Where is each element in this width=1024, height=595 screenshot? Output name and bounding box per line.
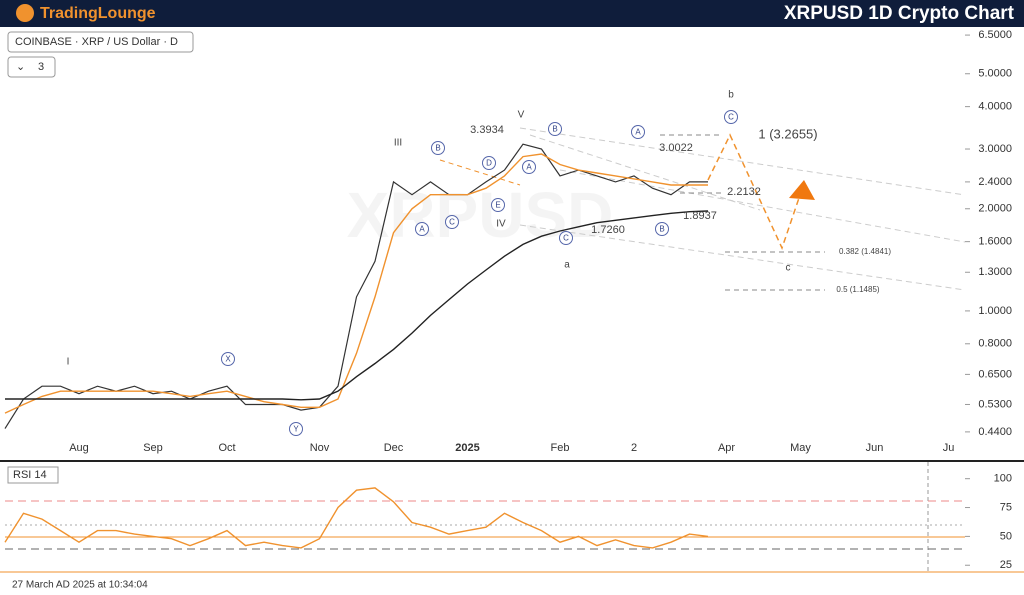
wave-annotation: b (728, 90, 734, 101)
symbol-box[interactable] (7, 31, 194, 53)
wave-annotation: I (67, 357, 70, 368)
x-tick-label: Aug (69, 442, 89, 454)
circled-label: C (563, 234, 569, 243)
y-tick-label: 100 (994, 473, 1012, 485)
y-tick-label: 75 (1000, 501, 1012, 513)
series-line (4, 487, 709, 549)
rsi-guides (5, 500, 965, 550)
x-tick-label: Sep (143, 442, 163, 454)
y-tick-label: 3.0000 (978, 143, 1012, 155)
wave-circle (431, 141, 445, 155)
wave-circle (655, 222, 669, 236)
circled-label: D (486, 159, 492, 168)
circled-label: B (552, 125, 557, 134)
rsi-legend: RSI 14 (13, 469, 47, 481)
circled-label: A (635, 128, 641, 137)
wave-circle (445, 215, 459, 229)
wave-annotation: 3.3934 (470, 124, 504, 136)
series-line (4, 153, 708, 414)
circled-label: B (435, 144, 440, 153)
interval-box[interactable] (7, 56, 56, 78)
y-tick-label: 6.5000 (978, 29, 1012, 41)
y-tick-label: 5.0000 (978, 68, 1012, 80)
wave-annotation: 2.2132 (727, 186, 761, 198)
header-bar (0, 0, 1024, 27)
x-tick-label: Feb (551, 442, 570, 454)
wave-circle (724, 110, 738, 124)
x-tick-label: 2 (631, 442, 637, 454)
y-tick-label: 1.0000 (978, 305, 1012, 317)
circled-label: B (659, 225, 664, 234)
wave-circle (631, 125, 645, 139)
y-tick-label: 0.8000 (978, 338, 1012, 350)
wave-annotation: 1.8937 (683, 210, 717, 222)
circled-label: C (449, 218, 455, 227)
circled-label: X (225, 355, 231, 364)
y-tick-label: 50 (1000, 530, 1012, 542)
interval-label: 3 (38, 61, 44, 73)
logo: TradingLounge (40, 5, 156, 22)
series-line (5, 210, 709, 401)
symbol-label: COINBASE · XRP / US Dollar · D (15, 36, 178, 48)
series-line (4, 143, 708, 429)
wave-annotation: a (564, 260, 570, 271)
timestamp: 27 March AD 2025 at 10:34:04 (12, 580, 148, 591)
x-tick-label: May (790, 442, 811, 454)
x-tick-label: Jun (866, 442, 884, 454)
wave-circle (482, 156, 496, 170)
x-tick-label: Nov (310, 442, 330, 454)
y-tick-label: 25 (1000, 559, 1012, 571)
wave-annotation: 0.5 (1.1485) (836, 285, 879, 294)
wave-circle (289, 422, 303, 436)
wave-annotation: IV (496, 219, 506, 230)
wave-annotation: c (786, 263, 791, 274)
circled-label: C (728, 113, 734, 122)
circled-label: A (419, 225, 425, 234)
y-tick-label: 1.3000 (978, 266, 1012, 278)
wave-circle (559, 231, 573, 245)
projection (439, 127, 966, 291)
x-tick-label: Ju (943, 442, 955, 454)
circled-label: Y (293, 425, 299, 434)
interval-chevron: ⌄ (16, 61, 25, 73)
y-tick-label: 4.0000 (978, 101, 1012, 113)
x-tick-label: Dec (384, 442, 404, 454)
y-tick-label: 1.6000 (978, 236, 1012, 248)
wave-annotation: III (394, 138, 402, 149)
rsi-legend-box (7, 466, 59, 484)
circled-label: A (526, 163, 532, 172)
y-tick-label: 0.4400 (978, 426, 1012, 438)
wave-annotation: V (518, 110, 525, 121)
wave-circle (548, 122, 562, 136)
circled-label: E (495, 201, 500, 210)
page-title: XRPUSD 1D Crypto Chart (784, 3, 1015, 24)
wave-annotation: 1.7260 (591, 224, 625, 236)
x-tick-label: Oct (218, 442, 235, 454)
wave-annotation: 1 (3.2655) (758, 126, 817, 141)
wave-circle (415, 222, 429, 236)
x-tick-label: 2025 (455, 442, 479, 454)
logo-icon (16, 4, 34, 22)
y-tick-label: 2.0000 (978, 203, 1012, 215)
wave-annotation: 3.0022 (659, 142, 693, 154)
y-tick-label: 2.4000 (978, 176, 1012, 188)
wave-circle (491, 198, 505, 212)
wave-annotation: 0.382 (1.4841) (839, 247, 891, 256)
wave-circle (221, 352, 235, 366)
wave-circle (522, 160, 536, 174)
x-tick-label: Apr (718, 442, 735, 454)
y-tick-label: 0.6500 (978, 368, 1012, 380)
y-tick-label: 0.5300 (978, 398, 1012, 410)
